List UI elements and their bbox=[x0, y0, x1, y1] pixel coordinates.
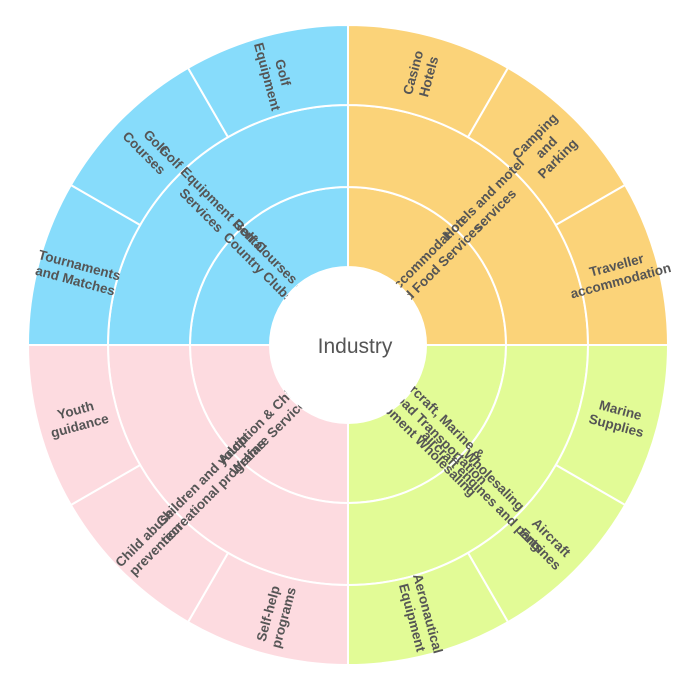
center-label: Industry bbox=[318, 335, 393, 358]
sector-ring3-q3-2 bbox=[26, 344, 142, 507]
ring3-label-q0-2-line: Golf bbox=[272, 58, 294, 88]
sunburst-segments bbox=[26, 23, 670, 667]
center-circle bbox=[270, 267, 426, 423]
